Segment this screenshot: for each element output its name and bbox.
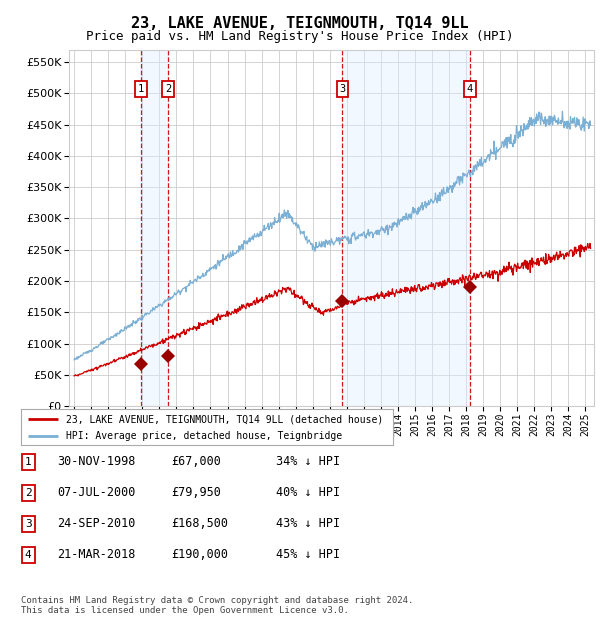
Text: 23, LAKE AVENUE, TEIGNMOUTH, TQ14 9LL: 23, LAKE AVENUE, TEIGNMOUTH, TQ14 9LL	[131, 16, 469, 30]
Bar	[141, 50, 168, 406]
Text: 07-JUL-2000: 07-JUL-2000	[57, 487, 136, 499]
Text: £190,000: £190,000	[171, 549, 228, 561]
Text: 45% ↓ HPI: 45% ↓ HPI	[276, 549, 340, 561]
Text: 23, LAKE AVENUE, TEIGNMOUTH, TQ14 9LL (detached house): 23, LAKE AVENUE, TEIGNMOUTH, TQ14 9LL (d…	[65, 414, 383, 424]
Text: £168,500: £168,500	[171, 518, 228, 530]
Text: 40% ↓ HPI: 40% ↓ HPI	[276, 487, 340, 499]
Text: HPI: Average price, detached house, Teignbridge: HPI: Average price, detached house, Teig…	[65, 431, 342, 441]
Text: 24-SEP-2010: 24-SEP-2010	[57, 518, 136, 530]
Text: 3: 3	[339, 84, 346, 94]
Text: 3: 3	[25, 519, 32, 529]
Text: 34% ↓ HPI: 34% ↓ HPI	[276, 456, 340, 468]
Text: Price paid vs. HM Land Registry's House Price Index (HPI): Price paid vs. HM Land Registry's House …	[86, 30, 514, 43]
Text: £67,000: £67,000	[171, 456, 221, 468]
Text: 2: 2	[25, 488, 32, 498]
Bar	[342, 50, 470, 406]
Text: 1: 1	[138, 84, 144, 94]
Text: 43% ↓ HPI: 43% ↓ HPI	[276, 518, 340, 530]
Text: 4: 4	[25, 550, 32, 560]
Text: 4: 4	[467, 84, 473, 94]
Text: £79,950: £79,950	[171, 487, 221, 499]
Text: 2: 2	[165, 84, 171, 94]
Text: 21-MAR-2018: 21-MAR-2018	[57, 549, 136, 561]
Text: Contains HM Land Registry data © Crown copyright and database right 2024.
This d: Contains HM Land Registry data © Crown c…	[21, 596, 413, 615]
Text: 1: 1	[25, 457, 32, 467]
Text: 30-NOV-1998: 30-NOV-1998	[57, 456, 136, 468]
